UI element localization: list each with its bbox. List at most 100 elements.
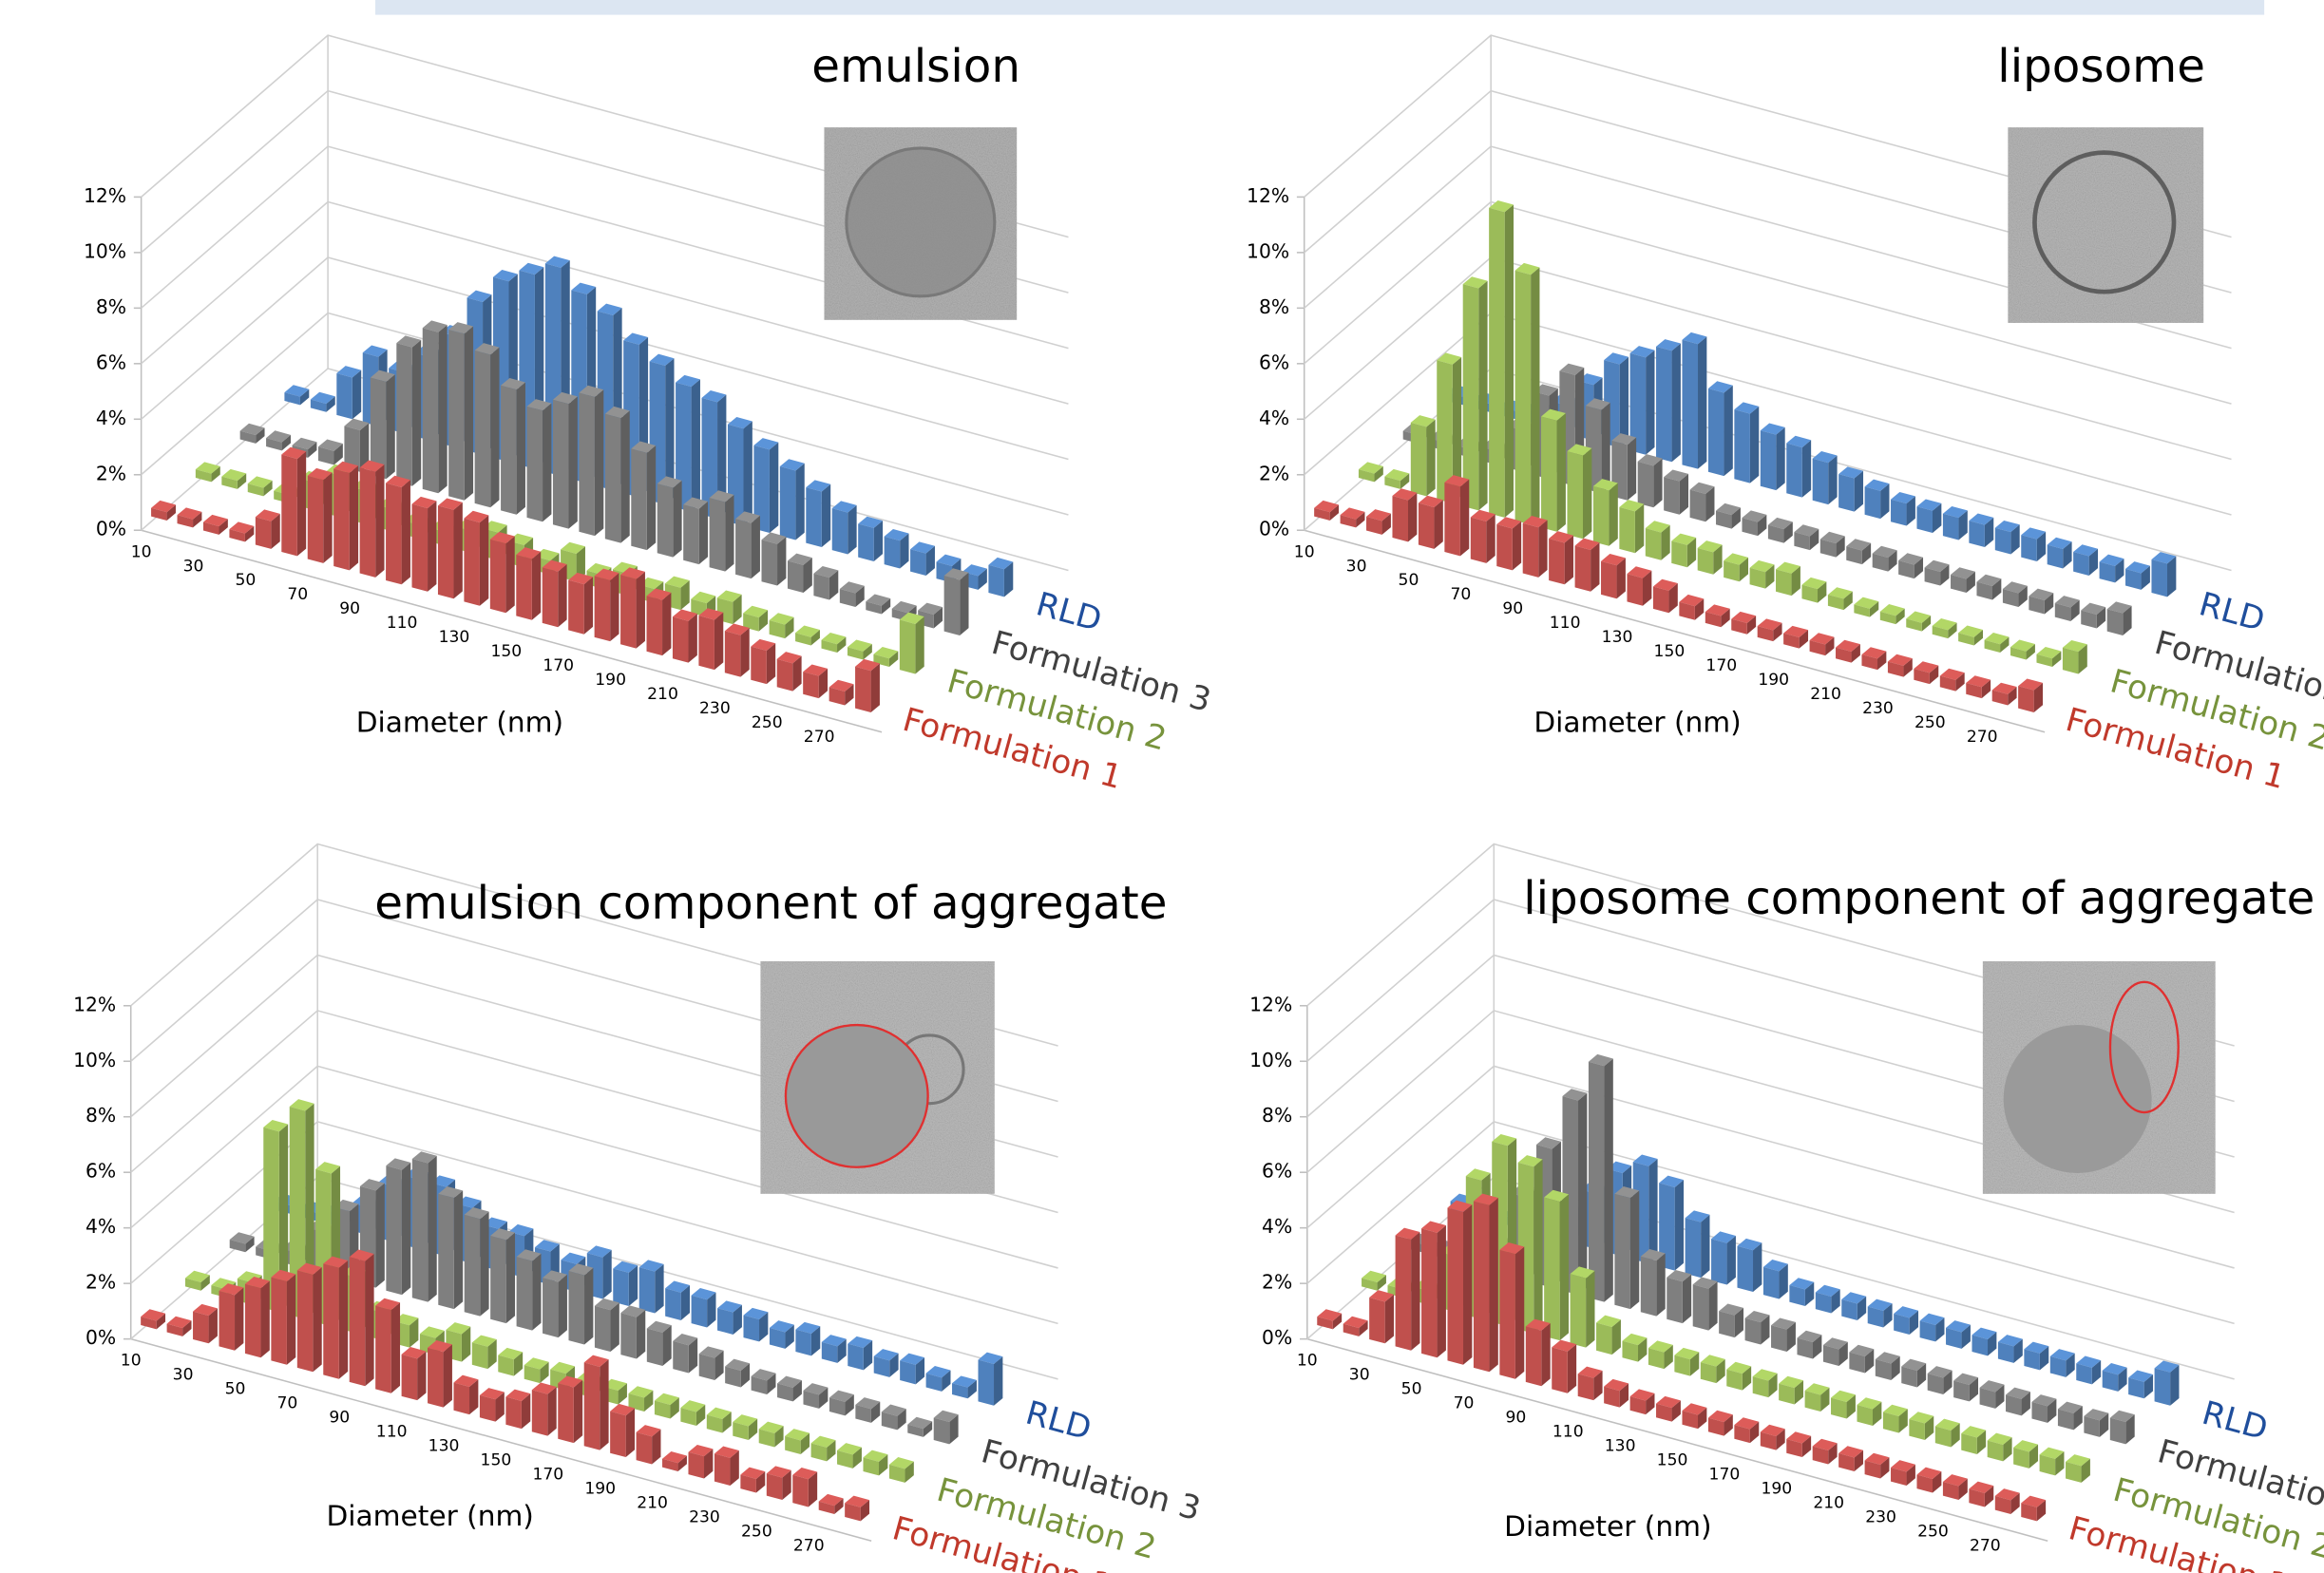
bar-front: [2155, 1368, 2171, 1405]
bar: [1786, 1431, 1811, 1457]
x-tick-label: 170: [1709, 1465, 1741, 1484]
bar: [1849, 1345, 1874, 1374]
bar: [1768, 518, 1793, 543]
bar: [1789, 1278, 1814, 1306]
micrograph: [1983, 961, 2216, 1194]
bar-front: [323, 1263, 339, 1378]
bar: [543, 1270, 567, 1337]
bar-front: [688, 1452, 704, 1479]
bar-side: [1565, 536, 1573, 585]
bar-front: [1544, 1198, 1560, 1341]
bar-front: [396, 343, 412, 486]
bar: [900, 1354, 924, 1385]
y-tick-label: 0%: [1262, 1326, 1292, 1349]
bar: [1648, 1340, 1673, 1369]
x-tick-label: 110: [376, 1423, 408, 1442]
x-tick-label: 230: [1865, 1507, 1896, 1526]
bar-front: [1838, 474, 1855, 511]
bar-front: [1396, 1235, 1412, 1350]
bar: [735, 511, 760, 578]
bar: [1619, 500, 1644, 553]
bar-front: [1737, 1246, 1753, 1292]
bar: [1641, 1249, 1666, 1317]
bar-front: [1943, 514, 1959, 540]
bar: [855, 659, 880, 712]
bar-side: [490, 348, 499, 508]
bar: [1753, 1369, 1778, 1397]
bar: [889, 1457, 914, 1483]
bar: [1384, 469, 1409, 489]
y-tick-label: 6%: [1259, 351, 1289, 373]
bar-front: [1656, 347, 1672, 462]
bar: [1682, 332, 1706, 469]
bar-side: [1750, 407, 1759, 483]
bar-side: [1656, 1253, 1665, 1316]
bar: [680, 1400, 705, 1426]
x-tick-label: 230: [689, 1507, 720, 1526]
bar: [1841, 1292, 1866, 1320]
bar: [516, 547, 541, 620]
bar-side: [714, 613, 723, 670]
page: {"chart_data":[ {"type":"bar","title":"e…: [0, 0, 2324, 1573]
x-tick-label: 50: [1399, 571, 1419, 590]
x-tick-label: 130: [429, 1437, 460, 1456]
bar-side: [699, 502, 708, 564]
bar-side: [1628, 437, 1636, 500]
x-tick-label: 10: [131, 542, 152, 561]
bar-side: [1513, 521, 1521, 571]
bar: [858, 517, 883, 561]
bar-side: [584, 1268, 593, 1345]
bar: [1622, 1334, 1647, 1362]
bar-side: [637, 1310, 645, 1359]
x-tick-label: 250: [1914, 713, 1946, 732]
bar-side: [402, 1163, 410, 1295]
bar-side: [740, 628, 749, 677]
bar: [1653, 579, 1678, 614]
bar: [1523, 516, 1548, 578]
x-tick-label: 30: [1346, 557, 1367, 576]
bar: [2024, 1342, 2048, 1371]
bar: [1693, 1277, 1718, 1330]
bar: [662, 1451, 687, 1471]
bar: [1779, 1376, 1803, 1405]
y-tick-label: 6%: [86, 1160, 116, 1183]
x-tick-label: 230: [699, 699, 731, 718]
x-tick-label: 270: [1967, 728, 1998, 747]
bar: [822, 1335, 847, 1363]
bar: [350, 1249, 374, 1386]
bar: [1786, 436, 1811, 498]
bar-front: [423, 328, 439, 493]
bar-front: [1734, 409, 1750, 483]
bar-front: [803, 672, 819, 698]
bar-side: [584, 577, 593, 634]
bar: [2151, 552, 2176, 597]
bar-side: [610, 573, 619, 641]
bar: [1909, 1412, 1933, 1440]
bar-front: [271, 1278, 287, 1365]
x-axis-title: Diameter (nm): [1504, 1510, 1711, 1543]
chart-panel: 0%2%4%6%8%10%12%RLDFormulation 3Formulat…: [1249, 844, 2324, 1573]
bar-front: [934, 1418, 950, 1445]
bar-front: [848, 1344, 864, 1371]
bar: [1794, 524, 1819, 550]
bar: [613, 1261, 638, 1306]
bar-front: [858, 524, 874, 561]
bar: [490, 1228, 515, 1323]
x-tick-label: 250: [1917, 1522, 1949, 1541]
bar: [2081, 603, 2105, 629]
x-tick-label: 170: [543, 656, 574, 675]
bar-front: [2021, 535, 2037, 561]
bar-side: [620, 410, 629, 542]
bar-side: [1489, 1198, 1497, 1372]
bar-front: [1614, 1194, 1630, 1309]
bar: [266, 430, 291, 450]
bar: [806, 480, 830, 547]
bar-side: [480, 1212, 488, 1317]
bar: [620, 567, 645, 648]
bar-front: [1419, 503, 1435, 549]
bar: [1656, 1396, 1681, 1422]
bar: [1935, 1419, 1960, 1448]
bar: [412, 497, 437, 592]
bar: [1392, 488, 1417, 541]
bar-front: [1719, 1311, 1735, 1337]
